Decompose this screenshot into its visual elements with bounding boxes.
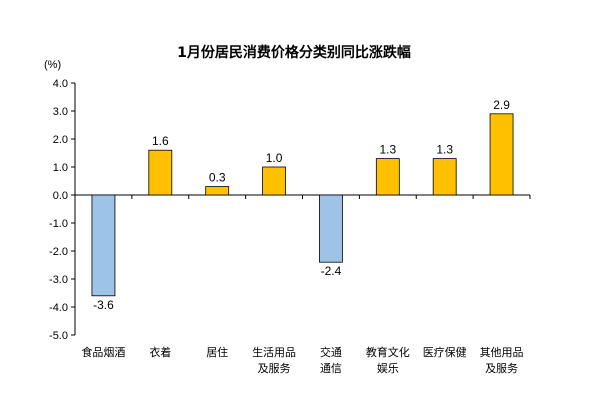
bar — [319, 194, 343, 263]
y-tick-label: -5.0 — [49, 330, 68, 342]
category-label: 衣着 — [149, 345, 171, 359]
y-tick-label: 2.0 — [53, 134, 68, 146]
y-tick-label: -2.0 — [49, 246, 68, 258]
category-label: 通信 — [320, 362, 342, 375]
data-label: -2.4 — [321, 264, 342, 278]
y-axis-unit: (%) — [44, 59, 61, 71]
y-tick-label: -3.0 — [49, 274, 68, 286]
y-axis: 4.0 3.0 2.0 1.0 0.0 -1.0 -2.0 -3.0 -4.0 -5.0 — [49, 78, 531, 342]
data-labels: -3.6 1.6 0.3 1.0 -2.4 1.3 1.3 2.9 — [93, 98, 510, 312]
category-label: 教育文化 — [366, 345, 410, 359]
bar — [262, 166, 286, 196]
chart-title: 1月份居民消费价格分类别同比涨跌幅 — [177, 44, 411, 61]
y-tick-label: 4.0 — [53, 78, 68, 90]
bars — [91, 113, 514, 297]
y-tick-label: -1.0 — [49, 218, 68, 230]
bar — [91, 194, 116, 297]
bar — [148, 149, 173, 196]
y-tick-label: 3.0 — [53, 106, 68, 118]
data-label: 1.0 — [266, 151, 283, 165]
category-label: 及服务 — [258, 362, 291, 375]
category-label: 交通 — [320, 345, 342, 359]
category-label: 及服务 — [485, 362, 518, 375]
category-label: 其他用品 — [480, 346, 524, 359]
category-label: 生活用品 — [252, 345, 296, 359]
data-label: -3.6 — [93, 298, 114, 312]
data-label: 0.3 — [209, 171, 226, 185]
bar — [375, 158, 400, 196]
y-tick-label: 0.0 — [53, 190, 68, 202]
bar — [205, 186, 230, 196]
data-label: 2.9 — [493, 98, 510, 112]
category-label: 医疗保健 — [423, 345, 467, 359]
data-label: 1.6 — [152, 134, 169, 148]
category-label: 食品烟酒 — [81, 345, 125, 359]
category-label: 居住 — [206, 345, 228, 359]
y-tick-label: -4.0 — [49, 302, 68, 314]
bar — [489, 113, 514, 196]
y-tick-label: 1.0 — [53, 162, 68, 174]
bar — [432, 158, 457, 196]
category-label: 娱乐 — [377, 361, 399, 375]
data-label: 1.3 — [379, 143, 396, 157]
data-label: 1.3 — [436, 143, 453, 157]
